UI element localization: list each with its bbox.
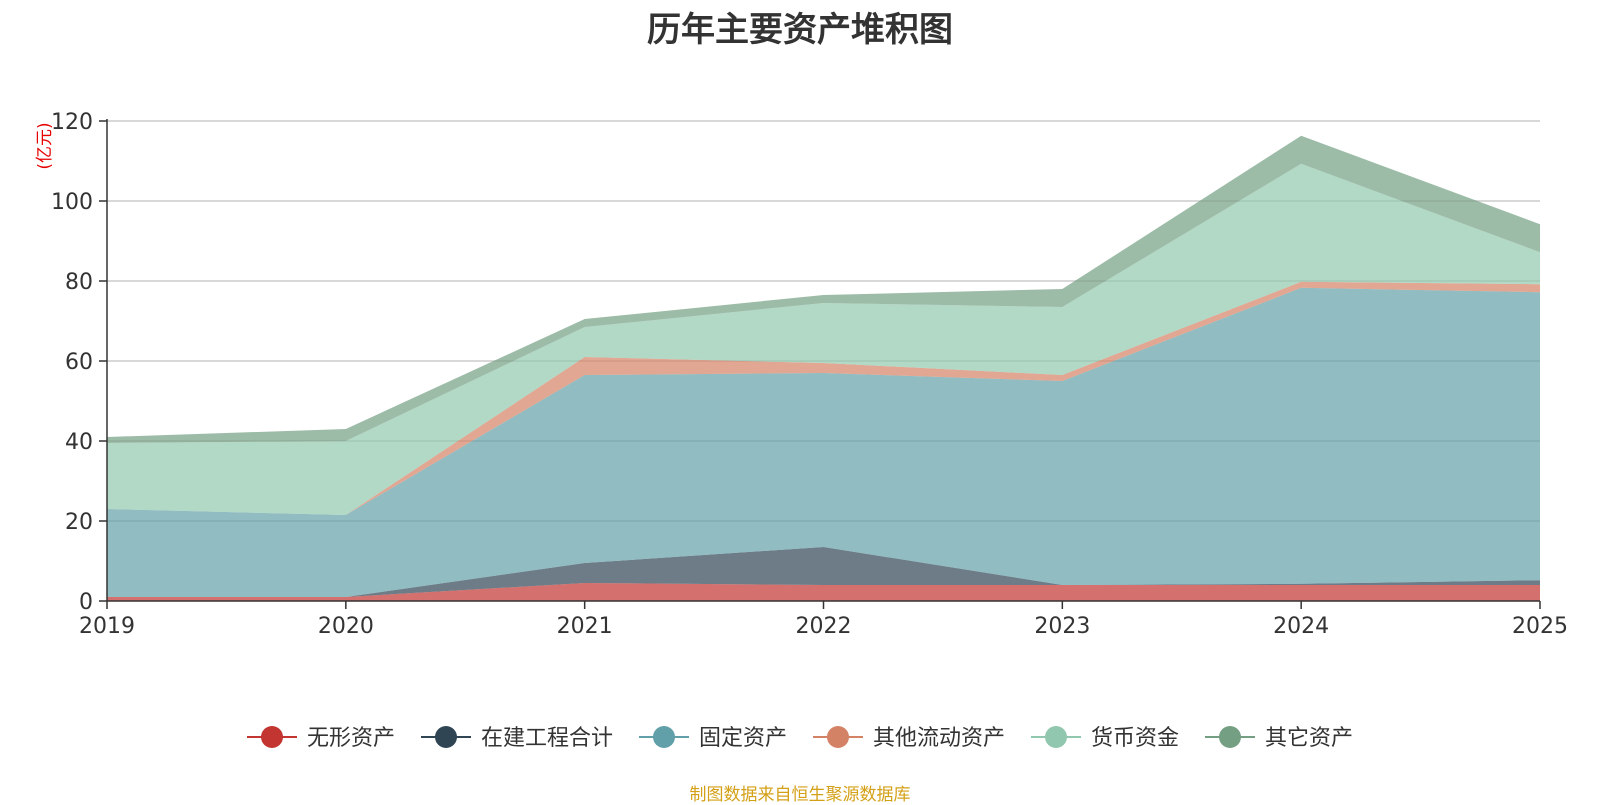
x-tick-label: 2019 bbox=[79, 614, 135, 639]
legend-item-0: 无形资产 bbox=[246, 726, 395, 751]
area-series-5 bbox=[107, 135, 1540, 444]
x-tick-label: 2020 bbox=[318, 614, 374, 639]
y-tick-label: 80 bbox=[65, 270, 93, 295]
legend-marker bbox=[260, 726, 283, 748]
y-tick-label: 20 bbox=[65, 510, 93, 535]
x-tick-label: 2021 bbox=[557, 614, 613, 639]
x-tick-label: 2023 bbox=[1034, 614, 1090, 639]
legend-item-4: 货币资金 bbox=[1031, 726, 1179, 751]
legend-marker bbox=[434, 726, 457, 748]
y-tick-label: 60 bbox=[65, 350, 93, 375]
x-tick-label: 2024 bbox=[1273, 614, 1329, 639]
area-series-0 bbox=[107, 583, 1540, 601]
legend-item-2: 固定资产 bbox=[638, 726, 787, 751]
chart-title: 历年主要资产堆积图 bbox=[647, 10, 953, 50]
y-unit-label: (亿元) bbox=[35, 122, 55, 169]
y-tick-label: 120 bbox=[51, 110, 93, 135]
y-tick-label: 100 bbox=[51, 190, 93, 215]
legend-marker bbox=[1219, 726, 1242, 748]
x-tick-label: 2025 bbox=[1512, 614, 1568, 639]
legend-label: 其他流动资产 bbox=[873, 726, 1005, 751]
area-series-2 bbox=[107, 287, 1540, 597]
area-series-1 bbox=[107, 547, 1540, 597]
legend-label: 货币资金 bbox=[1091, 726, 1179, 751]
legend-label: 其它资产 bbox=[1265, 726, 1353, 751]
legend-label: 无形资产 bbox=[307, 726, 395, 751]
legend-item-1: 在建工程合计 bbox=[420, 726, 613, 751]
legend-marker bbox=[1045, 726, 1068, 748]
legend-item-5: 其它资产 bbox=[1205, 726, 1353, 751]
source-note: 制图数据来自恒生聚源数据库 bbox=[689, 785, 911, 805]
legend-item-3: 其他流动资产 bbox=[813, 726, 1005, 751]
legend-marker bbox=[827, 726, 849, 748]
area-series-4 bbox=[107, 163, 1540, 516]
legend-label: 在建工程合计 bbox=[481, 726, 613, 751]
y-tick-label: 0 bbox=[79, 590, 93, 615]
legend-marker bbox=[652, 726, 675, 748]
legend-label: 固定资产 bbox=[699, 726, 787, 751]
y-tick-label: 40 bbox=[65, 430, 93, 455]
x-tick-label: 2022 bbox=[796, 614, 852, 639]
